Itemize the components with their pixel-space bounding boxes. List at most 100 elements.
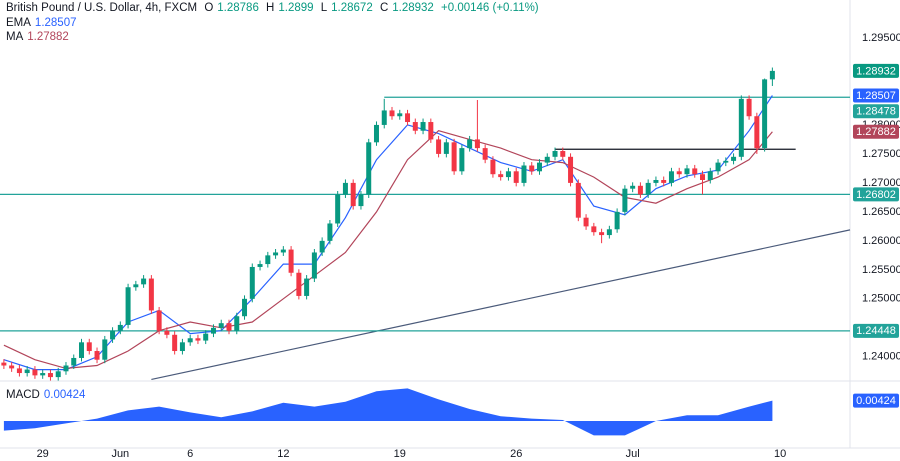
price-badge-label: 0.00424 — [856, 395, 896, 407]
candle-body — [203, 333, 209, 341]
macd-area — [3, 388, 773, 436]
candle-body — [265, 255, 271, 265]
candle-body — [606, 229, 612, 236]
candle-body — [342, 182, 348, 195]
candle-body — [164, 330, 170, 335]
candle-body — [234, 316, 240, 331]
ma-legend: MA 1.27882 — [6, 31, 73, 43]
candle-body — [700, 174, 706, 180]
candle-body — [86, 342, 92, 352]
price-badge — [853, 393, 899, 408]
y-tick-label: 1.29500 — [862, 32, 900, 44]
candle-body — [358, 194, 364, 207]
indicator-value: 0.00424 — [43, 389, 86, 401]
candle-body — [327, 223, 333, 241]
candle-body — [529, 165, 535, 172]
candle-body — [668, 171, 674, 183]
candle-body — [63, 365, 69, 372]
candle-body — [319, 240, 325, 253]
candle-body — [304, 278, 310, 296]
candle-body — [110, 330, 116, 340]
candle-body — [16, 368, 22, 374]
candle-body — [630, 185, 636, 189]
x-tick-label: 19 — [394, 448, 406, 460]
candle-body — [692, 168, 698, 175]
candle-body — [637, 185, 643, 195]
candle-body — [55, 371, 61, 378]
candle-body — [389, 110, 395, 117]
price-badge — [853, 124, 899, 139]
candle-body — [474, 139, 480, 149]
x-tick-label: 26 — [510, 448, 522, 460]
candle-body — [420, 122, 426, 131]
price-badge — [853, 323, 899, 338]
y-tick-label: 1.24000 — [862, 351, 900, 363]
candle-body — [467, 139, 473, 149]
candle-body — [746, 98, 752, 117]
y-tick-label: 1.26000 — [862, 235, 900, 247]
candle-body — [257, 264, 263, 267]
ohlc-label: C — [379, 2, 389, 14]
candle-body — [443, 142, 449, 154]
ohlc-value: 1.28786 — [217, 2, 259, 14]
candle-body — [715, 162, 721, 172]
candle-body — [731, 156, 737, 161]
ohlc-value: 1.28932 — [392, 2, 434, 14]
candle-body — [412, 122, 418, 131]
candle-body — [738, 98, 744, 157]
candle-body — [94, 351, 100, 360]
x-tick-label: 6 — [187, 448, 193, 460]
candle-body — [288, 249, 294, 273]
y-tick-label: 1.25000 — [862, 293, 900, 305]
candle-body — [599, 232, 605, 236]
indicator-name: MACD — [6, 389, 40, 401]
candle-body — [71, 357, 77, 366]
candle-body — [148, 278, 154, 311]
candle-body — [195, 338, 201, 341]
candle-body — [47, 373, 53, 378]
price-badge — [853, 88, 899, 103]
candle-body — [133, 284, 139, 288]
price-badge-label: 1.26802 — [856, 189, 896, 201]
indicator-name: EMA — [6, 17, 31, 29]
candle-body — [428, 122, 434, 140]
candle-body — [32, 369, 38, 376]
candle-body — [249, 266, 255, 299]
candle-body — [280, 249, 286, 253]
candle-body — [218, 323, 224, 328]
candle-body — [373, 124, 379, 143]
x-tick-label: 12 — [277, 448, 289, 460]
price-badge — [853, 187, 899, 202]
ohlc-value: 1.28672 — [331, 2, 373, 14]
ohlc-value: 1.2899 — [278, 2, 314, 14]
candle-body — [1, 362, 7, 366]
candle-body — [684, 168, 690, 175]
candle-body — [505, 171, 511, 178]
price-badge-label: 1.28507 — [856, 90, 896, 102]
candle-body — [350, 182, 356, 207]
candle-body — [226, 323, 232, 331]
candle-body — [141, 278, 147, 285]
price-badge-label: 1.28932 — [856, 65, 896, 77]
candle-body — [754, 116, 760, 149]
candle-body — [498, 174, 504, 178]
candle-body — [9, 365, 15, 369]
candle-body — [723, 160, 729, 163]
candle-body — [335, 194, 341, 224]
candle-body — [436, 139, 442, 154]
candle-body — [591, 226, 597, 233]
candle-body — [172, 334, 178, 352]
x-tick-label: 29 — [37, 448, 49, 460]
candle-body — [156, 310, 162, 331]
candle-body — [311, 252, 317, 279]
candle-body — [653, 180, 659, 183]
candle-body — [102, 339, 108, 360]
candle-body — [614, 211, 620, 230]
candle-body — [707, 171, 713, 180]
price-badge — [853, 104, 899, 119]
candle-body — [451, 142, 457, 172]
candle-body — [24, 369, 30, 374]
